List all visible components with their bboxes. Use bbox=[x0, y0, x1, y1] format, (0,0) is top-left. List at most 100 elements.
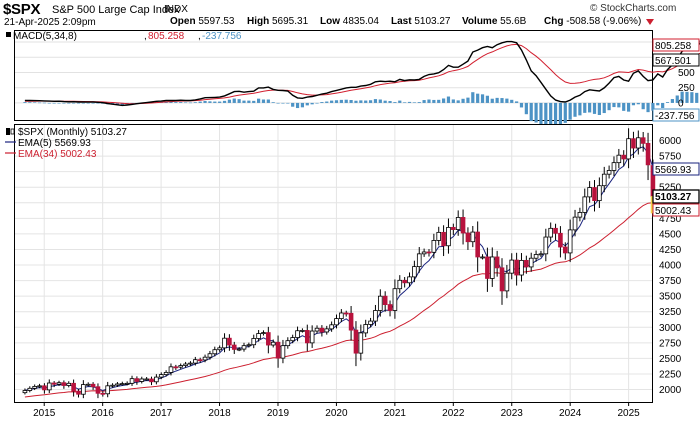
macd-histogram-bar bbox=[62, 102, 66, 104]
x-axis-label: 2024 bbox=[559, 408, 582, 419]
candle bbox=[154, 374, 159, 385]
candle bbox=[256, 330, 261, 342]
macd-histogram-bar bbox=[510, 99, 514, 103]
macd-histogram-bar bbox=[227, 99, 231, 103]
candle-body bbox=[222, 337, 227, 349]
macd-histogram-bar bbox=[67, 102, 71, 104]
macd-histogram-bar bbox=[169, 101, 173, 103]
candle-body bbox=[90, 383, 96, 388]
macd-histogram-bar bbox=[28, 102, 32, 103]
macd-histogram-bar bbox=[646, 102, 650, 113]
candle-body bbox=[139, 378, 145, 382]
x-axis-label: 2018 bbox=[208, 408, 231, 419]
macd-histogram-bar bbox=[529, 102, 533, 122]
candle-body bbox=[236, 348, 242, 351]
candle-body bbox=[597, 185, 602, 202]
candle bbox=[562, 242, 568, 260]
macd-y-tick: 500 bbox=[678, 68, 695, 79]
macd-value-tag-text: 567.501 bbox=[655, 56, 692, 67]
macd-histogram-bar bbox=[37, 102, 42, 104]
low-quote: Low 4835.04 bbox=[320, 16, 379, 27]
candle-body bbox=[645, 142, 651, 166]
x-axis-label: 2025 bbox=[617, 408, 640, 419]
macd-histogram-bar bbox=[334, 100, 339, 103]
candle bbox=[71, 379, 76, 397]
candle-body bbox=[270, 341, 276, 346]
candle bbox=[548, 222, 553, 243]
macd-histogram-bar bbox=[661, 102, 665, 108]
candle-body bbox=[251, 338, 257, 346]
macd-legend-title: MACD(5,34,8) bbox=[13, 31, 77, 42]
macd-histogram-bar bbox=[291, 102, 295, 107]
ema34-line bbox=[24, 202, 653, 398]
candle bbox=[178, 363, 184, 370]
candle-body bbox=[144, 378, 149, 381]
candle-body bbox=[509, 259, 515, 274]
macd-histogram-bar bbox=[578, 102, 582, 116]
macd-histogram-bar bbox=[495, 97, 499, 103]
ema5-legend: EMA(5) 5569.93 bbox=[18, 138, 91, 149]
candle-body bbox=[611, 162, 617, 171]
candle-body bbox=[587, 187, 592, 198]
macd-histogram-bar bbox=[612, 102, 616, 108]
candle-body bbox=[489, 256, 495, 279]
candle-body bbox=[455, 217, 461, 230]
open-quote: Open 5597.53 bbox=[170, 16, 235, 27]
macd-histogram-bar bbox=[670, 99, 674, 103]
macd-histogram-bar bbox=[218, 101, 222, 103]
candlesticks bbox=[22, 128, 656, 399]
macd-histogram-bar bbox=[563, 102, 567, 123]
macd-histogram-bar bbox=[242, 100, 246, 103]
candle-body bbox=[27, 387, 33, 391]
candle-body bbox=[636, 137, 641, 149]
macd-histogram-bar bbox=[617, 102, 621, 108]
ema34-legend: EMA(34) 5002.43 bbox=[18, 149, 97, 160]
macd-histogram-bar bbox=[295, 102, 300, 109]
macd-histogram-bar bbox=[47, 102, 51, 104]
candle-body bbox=[543, 236, 549, 255]
price-y-tick: 3250 bbox=[659, 307, 682, 318]
macd-histogram-bar bbox=[549, 102, 553, 130]
candle bbox=[222, 333, 227, 353]
macd-histogram-bar bbox=[403, 102, 407, 103]
candle-body bbox=[373, 310, 378, 322]
macd-histogram-bar bbox=[271, 102, 275, 103]
macd-histogram-bar bbox=[539, 102, 543, 125]
macd-histogram-bar bbox=[261, 99, 266, 103]
candle-body bbox=[382, 295, 388, 305]
candle bbox=[412, 260, 417, 283]
macd-histogram-bar bbox=[422, 100, 426, 103]
macd-histogram-bar bbox=[417, 102, 421, 103]
candle-body bbox=[392, 288, 398, 311]
price-y-tick: 2250 bbox=[659, 369, 682, 380]
candle bbox=[436, 226, 442, 246]
candle-body bbox=[105, 385, 110, 395]
candle-body bbox=[61, 382, 67, 386]
macd-histogram-bar bbox=[641, 102, 645, 110]
macd-histogram-bar bbox=[534, 102, 538, 123]
candle bbox=[134, 376, 140, 385]
candle-body bbox=[42, 385, 47, 391]
candle-body bbox=[329, 324, 334, 330]
candle bbox=[212, 346, 218, 357]
ticker-symbol: $SPX bbox=[3, 1, 41, 18]
candle-body bbox=[304, 330, 310, 344]
macd-histogram-bar bbox=[519, 102, 524, 108]
macd-legend-signal: 805.258 bbox=[148, 31, 185, 42]
candle bbox=[538, 250, 544, 258]
macd-legend-histogram: -237.756 bbox=[202, 31, 242, 42]
candle bbox=[572, 209, 578, 237]
candle-body bbox=[66, 382, 72, 386]
candle-body bbox=[446, 226, 451, 247]
candle-body bbox=[256, 333, 261, 339]
candle-body bbox=[188, 362, 193, 365]
candle bbox=[611, 156, 617, 176]
candle bbox=[304, 324, 310, 352]
candle bbox=[46, 379, 52, 394]
macd-histogram-bar bbox=[597, 102, 601, 116]
candle bbox=[441, 225, 446, 257]
candle-body bbox=[51, 382, 57, 385]
candle bbox=[85, 382, 91, 387]
candle bbox=[158, 372, 164, 380]
